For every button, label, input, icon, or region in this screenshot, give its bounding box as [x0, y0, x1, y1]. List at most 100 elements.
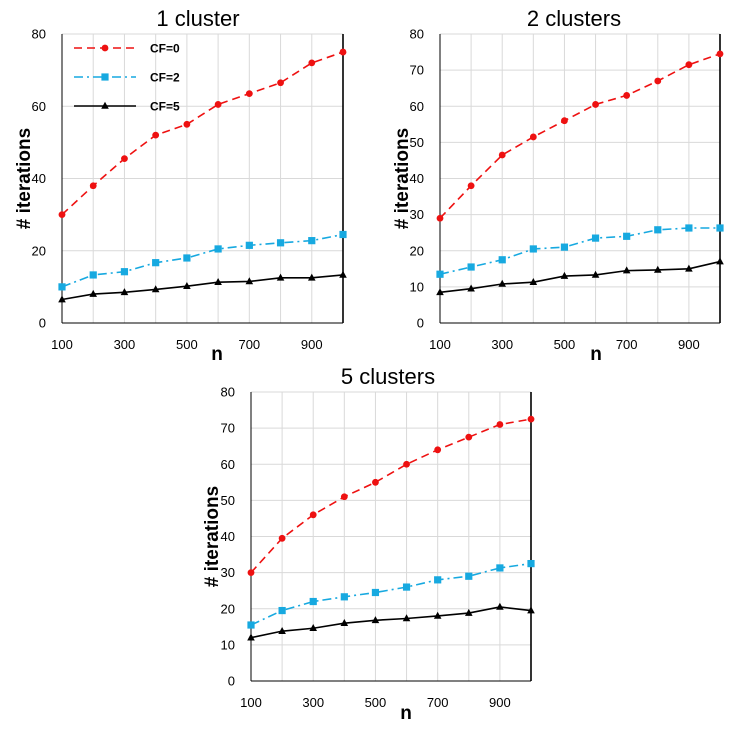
data-point [496, 602, 504, 610]
data-point [58, 283, 66, 291]
data-point [276, 273, 285, 281]
data-point [654, 226, 662, 234]
chart-title: 2 clusters [527, 6, 621, 31]
y-tick-label: 0 [228, 674, 235, 689]
x-tick-label: 300 [491, 337, 513, 352]
data-point [309, 624, 318, 632]
data-point [214, 101, 222, 108]
data-point [402, 614, 411, 622]
data-point [277, 79, 284, 87]
data-point [622, 266, 631, 274]
y-tick-label: 10 [410, 279, 424, 294]
x-tick-label: 700 [427, 695, 449, 710]
data-point [496, 564, 504, 572]
data-point [58, 295, 66, 303]
data-point [560, 271, 569, 279]
data-point [498, 279, 507, 287]
data-point [245, 241, 253, 249]
data-point [89, 182, 97, 190]
data-point [183, 120, 191, 128]
data-point [214, 277, 222, 285]
data-point [654, 77, 662, 85]
data-point [529, 245, 537, 253]
series-line [250, 418, 532, 574]
data-point [120, 288, 129, 296]
x-axis-label: n [211, 344, 223, 365]
legend: CF=0 CF=2 CF=5 [74, 42, 180, 114]
data-point [278, 534, 286, 542]
data-point [247, 633, 255, 641]
y-tick-label: 80 [410, 27, 424, 42]
legend-marker [101, 101, 109, 109]
data-point [467, 284, 475, 292]
chart-title: 5 clusters [341, 364, 435, 389]
data-point [58, 211, 66, 219]
legend-entry: CF=0 [150, 42, 180, 56]
y-tick-label: 0 [417, 316, 424, 331]
data-point [527, 415, 535, 423]
series-line [439, 53, 721, 219]
data-point [247, 569, 255, 577]
y-tick-label: 60 [32, 99, 46, 114]
series-line [439, 260, 721, 294]
series-2 [58, 230, 347, 291]
chart-panel-3: 0 10 20 30 40 50 60 70 80 100 300 500 700 900 5 cluste… [202, 364, 535, 724]
data-point [716, 224, 724, 232]
data-point [467, 182, 475, 190]
data-point [498, 256, 506, 264]
data-point [278, 606, 286, 615]
x-tick-label: 500 [176, 337, 198, 352]
chart-title: 1 cluster [156, 6, 239, 31]
y-tick-label: 80 [32, 27, 46, 42]
y-tick-label: 10 [221, 637, 235, 652]
data-point [278, 626, 286, 634]
data-point [308, 237, 316, 245]
data-point [183, 254, 191, 262]
data-point [436, 214, 444, 222]
x-tick-label: 100 [240, 695, 262, 710]
data-point [372, 478, 379, 486]
x-tick-label: 500 [554, 337, 576, 352]
chart-panel-1: 0 20 40 60 80 100 300 500 700 900 1 cluster n # iter… [14, 6, 347, 365]
data-point [623, 232, 631, 240]
data-point [339, 48, 347, 56]
data-point [685, 224, 693, 232]
data-point [496, 421, 504, 428]
data-point [339, 270, 347, 278]
data-point [685, 264, 693, 272]
data-point [685, 61, 693, 69]
series-line [61, 274, 344, 301]
y-axis-label: # iterations [392, 128, 413, 229]
data-point [402, 583, 411, 591]
legend-entry: CF=2 [150, 71, 180, 85]
x-tick-label: 500 [365, 695, 387, 710]
series-1 [247, 415, 535, 577]
x-tick-label: 700 [616, 337, 638, 352]
data-point [340, 619, 349, 626]
x-axis-label: n [400, 703, 412, 724]
data-point [309, 511, 317, 519]
data-point [371, 616, 380, 624]
series-3 [247, 602, 535, 641]
data-point [120, 268, 129, 276]
data-point [245, 277, 254, 285]
data-point [560, 243, 569, 251]
legend-marker [101, 73, 109, 81]
data-point [591, 234, 600, 242]
chart-panel-2: 0 10 20 30 40 50 60 70 80 100 300 500 700 900 2 cluste… [392, 6, 724, 365]
y-tick-label: 60 [410, 99, 424, 114]
y-tick-label: 0 [39, 316, 46, 331]
data-point [498, 151, 506, 159]
data-point [623, 92, 631, 99]
series-line [61, 51, 344, 216]
y-tick-label: 50 [221, 493, 235, 508]
series-3 [58, 270, 347, 303]
series-line [250, 606, 532, 639]
y-axis-label: # iterations [202, 486, 223, 587]
x-tick-label: 100 [429, 337, 451, 352]
data-point [465, 572, 473, 580]
y-tick-label: 20 [221, 601, 235, 616]
data-point [434, 446, 442, 454]
data-point [340, 493, 348, 501]
